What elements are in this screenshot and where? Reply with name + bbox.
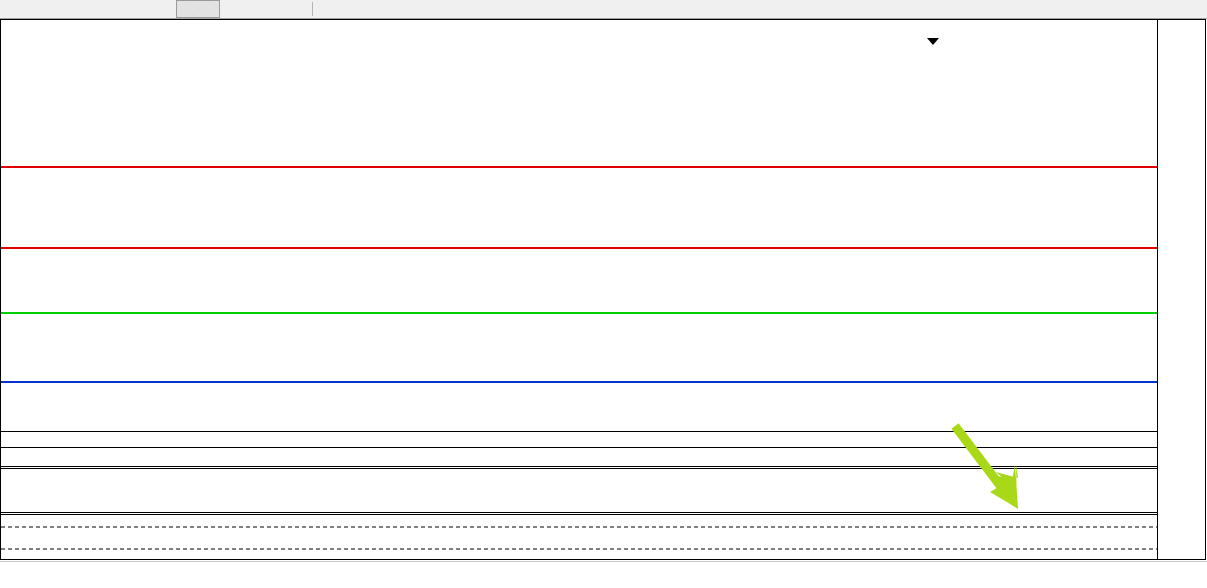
pane-separator-macd-rsi — [1, 512, 1158, 513]
timeframe-button-m5[interactable] — [0, 0, 44, 18]
level-line-black-upper[interactable] — [1, 431, 1158, 432]
timeframe-button-h4[interactable] — [132, 0, 176, 18]
timeframe-button-w1[interactable] — [220, 0, 264, 18]
rsi-series — [1, 526, 1158, 550]
timeframe-button-mn[interactable] — [264, 0, 308, 18]
timeframe-button-m30[interactable] — [44, 0, 88, 18]
chart-symbol-header — [5, 23, 8, 35]
pane-separator-price-macd — [1, 466, 1158, 467]
pane-separator-price-macd-2 — [1, 468, 1158, 469]
candlestick-series — [1, 20, 1158, 466]
chart-window-marker-icon[interactable] — [927, 38, 939, 45]
chart-frame — [0, 19, 1206, 560]
timeframe-button-h1[interactable] — [88, 0, 132, 18]
timeframe-button-d1[interactable] — [176, 0, 220, 18]
down-trend-arrow[interactable] — [921, 420, 1061, 530]
chart-plot-area[interactable] — [1, 20, 1158, 559]
level-line-pivot-green[interactable] — [1, 312, 1158, 314]
toolbar-divider — [312, 2, 313, 16]
level-line-support-blue[interactable] — [1, 381, 1158, 383]
timeframe-toolbar — [0, 0, 1207, 19]
chart-tabs-bar — [0, 561, 1207, 588]
level-line-resistance-2[interactable] — [1, 247, 1158, 249]
price-axis[interactable] — [1157, 20, 1205, 559]
level-line-resistance-1[interactable] — [1, 166, 1158, 168]
level-line-current-price[interactable] — [1, 447, 1158, 448]
pane-separator-macd-rsi-2 — [1, 514, 1158, 515]
